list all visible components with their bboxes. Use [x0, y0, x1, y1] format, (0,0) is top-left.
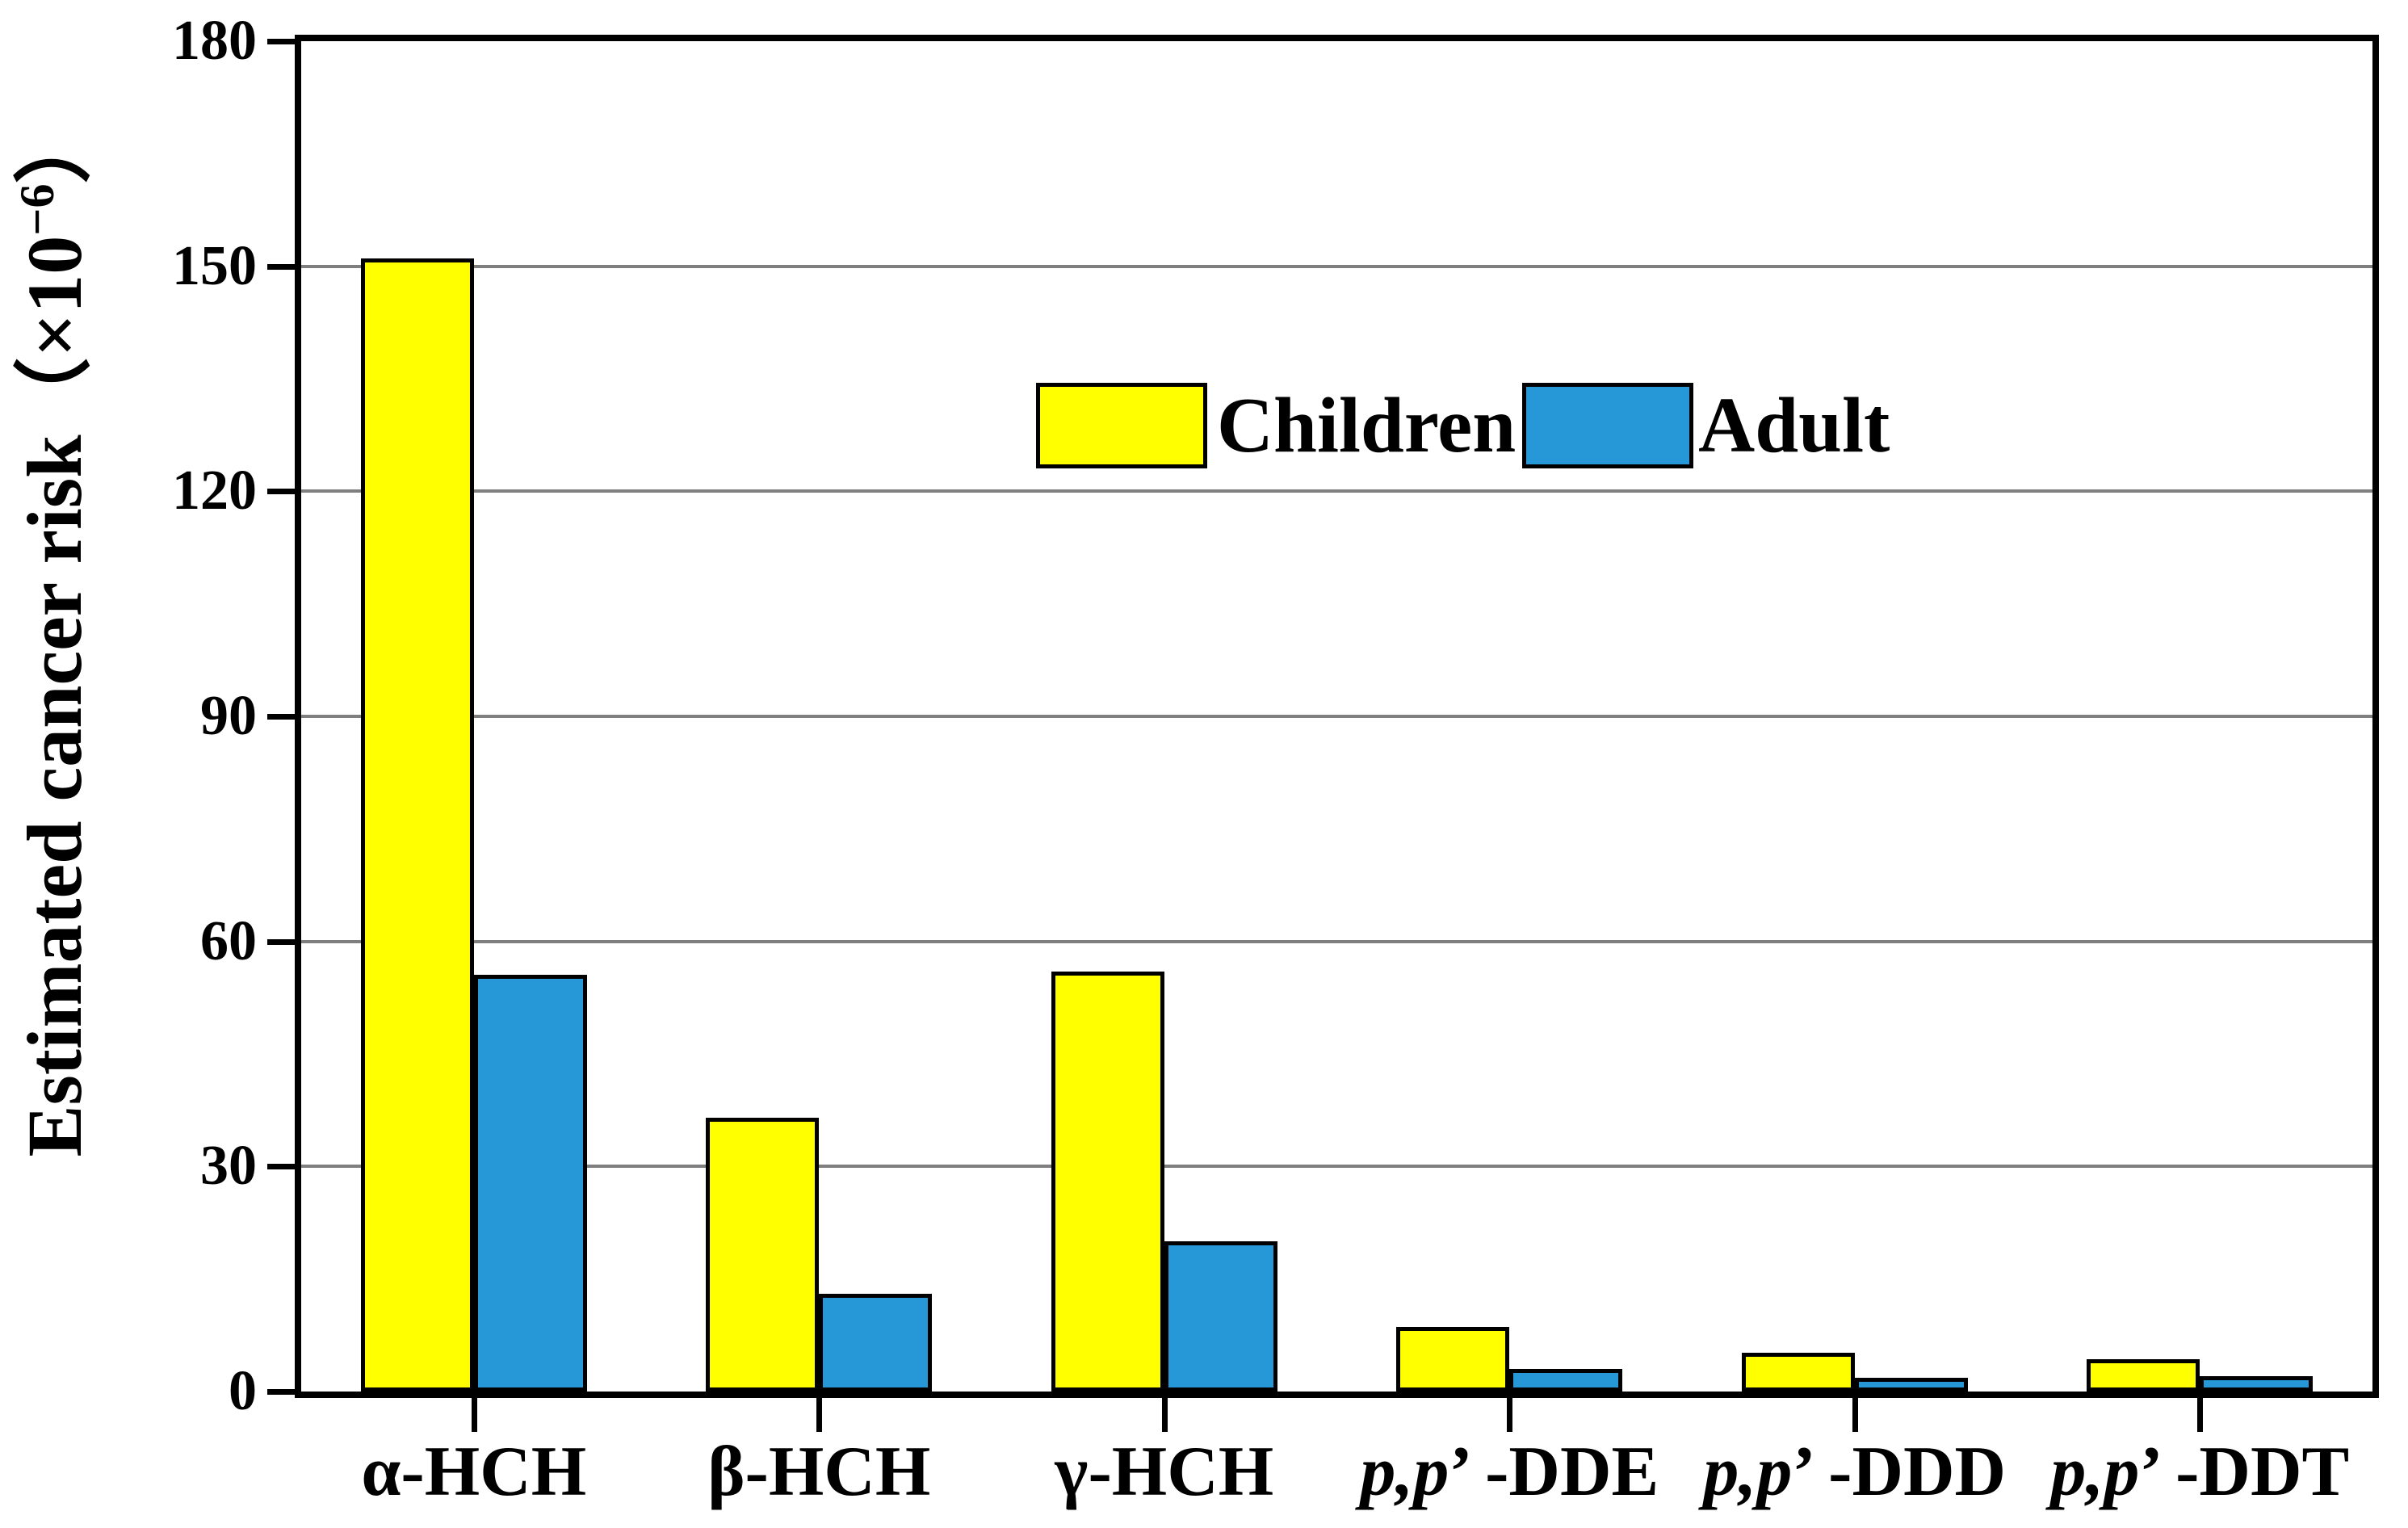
y-axis-tick-30 [267, 1164, 301, 1170]
gridline-120 [301, 489, 2372, 493]
y-axis-unit-suffix: ） [11, 106, 98, 184]
bar-adult-3 [1509, 1369, 1623, 1392]
x-axis-tick-2 [1161, 1392, 1168, 1432]
legend-swatch-adult [1522, 383, 1694, 468]
y-axis-tick-180 [267, 39, 301, 44]
bar-adult-5 [2200, 1376, 2314, 1392]
x-axis-tick-3 [1507, 1392, 1513, 1432]
bar-adult-1 [819, 1294, 933, 1392]
x-axis-tick-0 [471, 1392, 477, 1432]
y-axis-tick-label-30: 30 [200, 1135, 257, 1198]
bar-children-0 [360, 258, 474, 1392]
bar-children-3 [1396, 1327, 1510, 1392]
gridline-90 [301, 715, 2372, 718]
x-axis-label-4: p,p’ -DDD [1703, 1433, 2007, 1511]
y-axis-tick-label-150: 150 [172, 234, 257, 297]
plot-area [267, 35, 2379, 1432]
x-axis-tick-1 [816, 1392, 823, 1432]
bar-adult-4 [1854, 1378, 1968, 1392]
bar-adult-0 [473, 975, 587, 1392]
legend-label-children: Children [1217, 382, 1517, 468]
y-axis-tick-label-180: 180 [172, 10, 257, 72]
legend: Children Adult [1036, 383, 1896, 468]
legend-label-adult: Adult [1698, 382, 1890, 468]
x-axis-label-1: β-HCH [707, 1433, 931, 1511]
y-axis-tick-0 [267, 1389, 301, 1395]
x-axis-label-2: γ-HCH [1055, 1433, 1274, 1511]
y-axis-tick-label-90: 90 [200, 685, 257, 747]
y-axis-unit-exponent: −6 [10, 183, 64, 236]
bar-children-2 [1051, 971, 1164, 1392]
legend-swatch-children [1036, 383, 1207, 468]
y-axis-tick-label-0: 0 [229, 1360, 257, 1422]
gridline-60 [301, 939, 2372, 943]
y-axis-title-text: Estimated cancer risk [11, 434, 98, 1157]
y-axis-tick-60 [267, 938, 301, 945]
gridline-30 [301, 1165, 2372, 1169]
x-axis-label-3: p,p’ -DDE [1360, 1433, 1659, 1511]
y-axis-tick-150 [267, 263, 301, 270]
bar-adult-2 [1164, 1241, 1277, 1392]
y-axis-tick-90 [267, 714, 301, 720]
x-axis-label-5: p,p’ -DDT [2050, 1433, 2350, 1511]
x-axis-tick-5 [2197, 1392, 2204, 1432]
bar-children-1 [706, 1117, 820, 1392]
bar-children-5 [2087, 1359, 2200, 1392]
y-axis-tick-label-60: 60 [200, 909, 257, 972]
x-axis-label-0: α-HCH [361, 1433, 587, 1511]
bar-children-4 [1741, 1352, 1855, 1392]
y-axis-tick-label-120: 120 [172, 460, 257, 523]
y-axis-title: Estimated cancer risk（×10−6） [6, 42, 103, 1221]
y-axis-tick-120 [267, 489, 301, 495]
x-axis-tick-4 [1852, 1392, 1858, 1432]
gridline-150 [301, 264, 2372, 268]
